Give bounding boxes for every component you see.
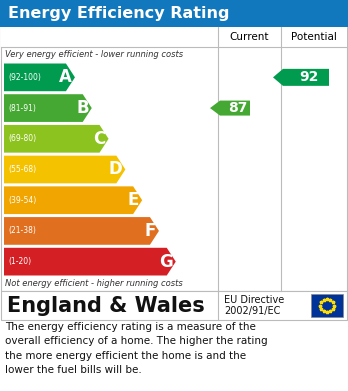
Text: B: B	[76, 99, 89, 117]
Text: Not energy efficient - higher running costs: Not energy efficient - higher running co…	[5, 280, 183, 289]
Polygon shape	[4, 63, 75, 91]
Polygon shape	[273, 69, 329, 86]
Polygon shape	[4, 248, 176, 276]
Text: (92-100): (92-100)	[8, 73, 41, 82]
Bar	[1, 27, 347, 291]
Polygon shape	[4, 94, 92, 122]
Text: Potential: Potential	[291, 32, 337, 42]
Polygon shape	[4, 187, 142, 214]
Text: D: D	[109, 160, 122, 179]
Bar	[0, 0, 348, 27]
Bar	[1, 291, 347, 320]
Text: (69-80): (69-80)	[8, 134, 36, 143]
Text: Current: Current	[230, 32, 269, 42]
Text: (1-20): (1-20)	[8, 257, 31, 266]
Text: EU Directive
2002/91/EC: EU Directive 2002/91/EC	[224, 295, 284, 316]
Text: E: E	[128, 191, 139, 209]
Text: F: F	[144, 222, 156, 240]
Bar	[311, 294, 343, 317]
Polygon shape	[4, 217, 159, 245]
Text: (21-38): (21-38)	[8, 226, 36, 235]
Text: 92: 92	[299, 70, 318, 84]
Text: England & Wales: England & Wales	[7, 296, 205, 316]
Text: (55-68): (55-68)	[8, 165, 36, 174]
Text: G: G	[159, 253, 173, 271]
Text: 87: 87	[228, 101, 247, 115]
Bar	[1, 27, 347, 47]
Polygon shape	[4, 125, 109, 152]
Text: Very energy efficient - lower running costs: Very energy efficient - lower running co…	[5, 50, 183, 59]
Text: (39-54): (39-54)	[8, 196, 36, 205]
Text: Energy Efficiency Rating: Energy Efficiency Rating	[8, 6, 229, 21]
Text: C: C	[93, 130, 105, 148]
Polygon shape	[4, 156, 125, 183]
Text: A: A	[59, 68, 72, 86]
Text: (81-91): (81-91)	[8, 104, 36, 113]
Text: The energy efficiency rating is a measure of the
overall efficiency of a home. T: The energy efficiency rating is a measur…	[5, 322, 268, 375]
Polygon shape	[210, 100, 250, 116]
